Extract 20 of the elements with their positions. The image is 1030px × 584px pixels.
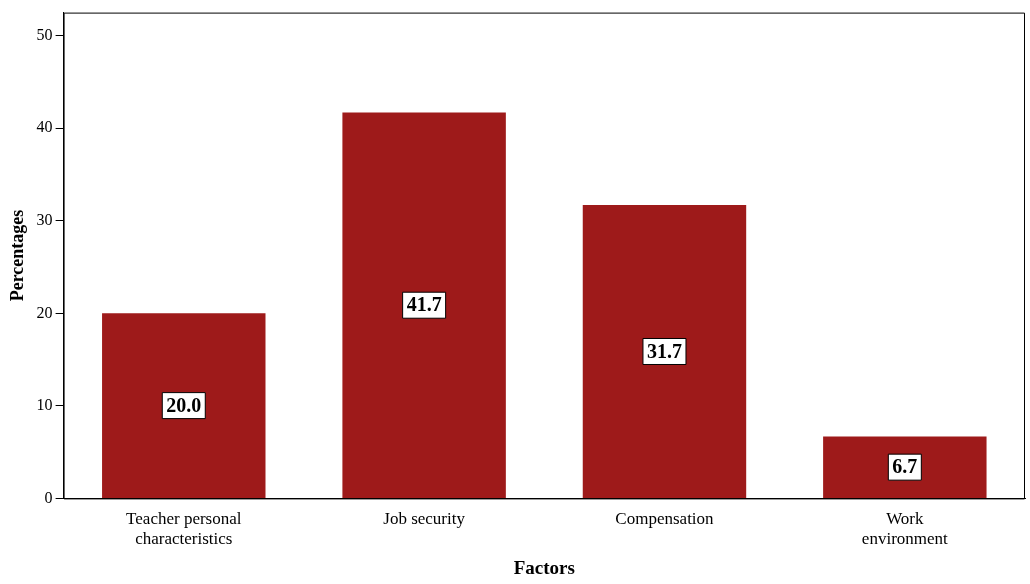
x-tick-label: Job security (383, 509, 466, 529)
x-axis-title: Factors (513, 556, 575, 578)
y-axis-title: Percentages (7, 209, 28, 302)
x-tick-label: Work environment (861, 509, 949, 549)
y-tick-label: 30 (36, 211, 53, 228)
data-label: 31.7 (646, 339, 682, 362)
data-label: 41.7 (406, 293, 442, 316)
y-tick-label: 10 (36, 396, 53, 414)
y-tick-label: 40 (36, 118, 53, 136)
x-tick-label: Teacher personal characteristics (126, 509, 242, 549)
data-label: 6.7 (892, 455, 918, 478)
y-tick-label: 0 (44, 488, 53, 506)
y-tick-label: 20 (36, 303, 53, 321)
bar (823, 436, 987, 498)
bar (582, 205, 747, 498)
data-label: 20.0 (166, 393, 202, 416)
bar (102, 313, 266, 498)
x-tick-label: Compensation (615, 509, 715, 529)
bar (342, 112, 506, 498)
y-tick-label: 50 (36, 25, 53, 43)
